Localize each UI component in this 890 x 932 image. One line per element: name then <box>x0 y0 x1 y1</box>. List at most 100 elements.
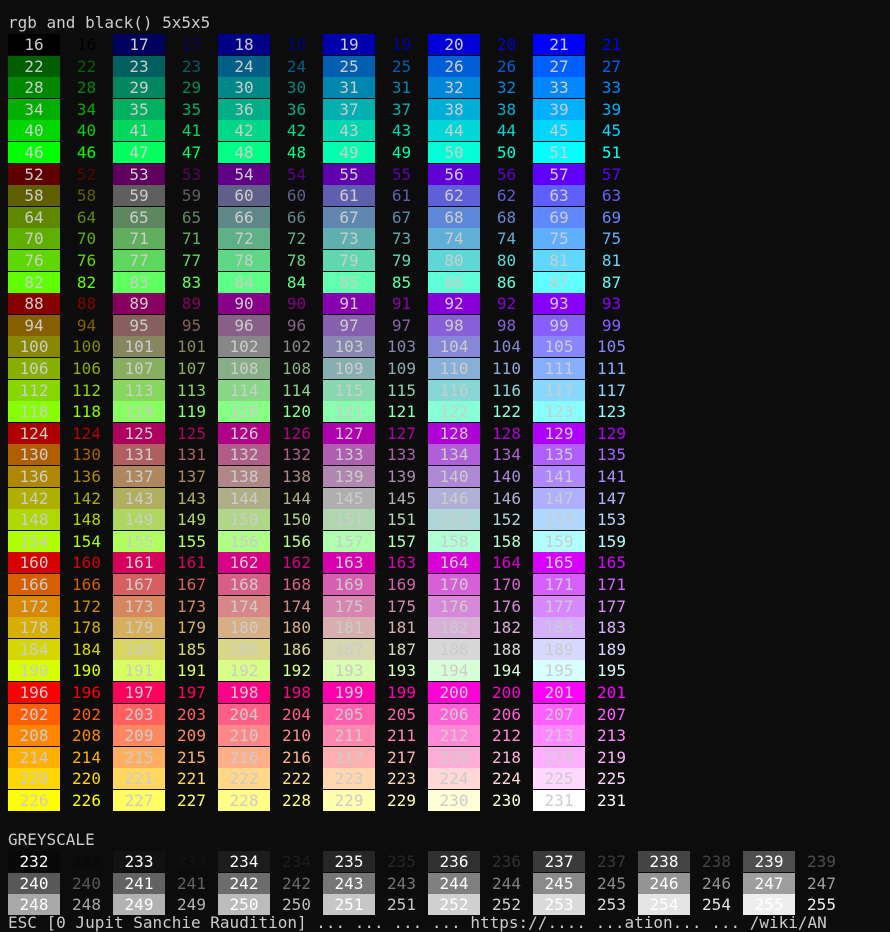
color-text-135: 135 <box>597 445 626 465</box>
color-swatch-150: 150 <box>218 509 270 531</box>
color-swatch-217: 217 <box>323 746 375 768</box>
color-text-134: 134 <box>492 445 521 465</box>
color-swatch-107: 107 <box>113 358 165 379</box>
color-swatch-216: 216 <box>218 746 270 768</box>
color-text-178: 178 <box>72 618 101 638</box>
color-swatch-212: 212 <box>428 725 480 747</box>
color-text-127: 127 <box>387 423 416 443</box>
color-swatch-131: 131 <box>113 444 165 466</box>
color-text-94: 94 <box>76 315 97 335</box>
color-swatch-26: 26 <box>428 55 480 77</box>
grey-swatch-248: 248 <box>8 894 60 916</box>
color-text-60: 60 <box>286 186 307 206</box>
color-text-34: 34 <box>76 99 97 119</box>
color-text-203: 203 <box>177 704 206 724</box>
color-text-205: 205 <box>387 704 416 724</box>
color-text-41: 41 <box>181 121 202 141</box>
color-text-142: 142 <box>72 488 101 508</box>
color-swatch-215: 215 <box>113 746 165 768</box>
color-text-190: 190 <box>72 661 101 681</box>
color-text-213: 213 <box>597 726 626 746</box>
color-text-67: 67 <box>391 207 412 227</box>
color-swatch-135: 135 <box>533 444 585 466</box>
color-text-186: 186 <box>282 639 311 659</box>
color-swatch-69: 69 <box>533 206 585 228</box>
color-swatch-96: 96 <box>218 314 270 336</box>
color-text-151: 151 <box>387 510 416 530</box>
grey-swatch-236: 236 <box>428 851 480 872</box>
grey-text-237: 237 <box>597 852 626 871</box>
color-swatch-225: 225 <box>533 768 585 790</box>
color-swatch-102: 102 <box>218 336 270 358</box>
color-text-27: 27 <box>601 56 622 76</box>
color-text-140: 140 <box>492 467 521 486</box>
color-text-180: 180 <box>282 618 311 638</box>
color-text-121: 121 <box>387 402 416 422</box>
color-text-31: 31 <box>391 78 412 98</box>
color-swatch-167: 167 <box>113 574 165 595</box>
color-text-42: 42 <box>286 121 307 141</box>
color-swatch-222: 222 <box>218 768 270 790</box>
color-text-33: 33 <box>601 78 622 98</box>
color-text-122: 122 <box>492 402 521 422</box>
color-text-47: 47 <box>181 143 202 162</box>
color-swatch-159: 159 <box>533 530 585 552</box>
color-swatch-192: 192 <box>218 660 270 682</box>
grey-swatch-252: 252 <box>428 894 480 916</box>
grey-swatch-251: 251 <box>323 894 375 916</box>
color-text-152: 152 <box>492 510 521 530</box>
color-swatch-121: 121 <box>323 401 375 423</box>
color-text-80: 80 <box>496 251 517 270</box>
color-swatch-230: 230 <box>428 790 480 811</box>
color-swatch-73: 73 <box>323 228 375 250</box>
color-swatch-214: 214 <box>8 746 60 768</box>
color-swatch-86: 86 <box>428 271 480 293</box>
color-swatch-113: 113 <box>113 379 165 401</box>
color-swatch-51: 51 <box>533 142 585 163</box>
color-swatch-219: 219 <box>533 746 585 768</box>
color-text-28: 28 <box>76 78 97 98</box>
color-swatch-187: 187 <box>323 638 375 660</box>
color-swatch-210: 210 <box>218 725 270 747</box>
color-swatch-93: 93 <box>533 293 585 315</box>
color-swatch-40: 40 <box>8 120 60 142</box>
color-swatch-170: 170 <box>428 574 480 595</box>
color-swatch-168: 168 <box>218 574 270 595</box>
color-swatch-87: 87 <box>533 271 585 293</box>
color-text-129: 129 <box>597 423 626 443</box>
color-text-77: 77 <box>181 251 202 270</box>
color-text-123: 123 <box>597 402 626 422</box>
color-text-184: 184 <box>72 639 101 659</box>
color-text-125: 125 <box>177 423 206 443</box>
grey-text-244: 244 <box>492 873 521 893</box>
color-swatch-80: 80 <box>428 250 480 271</box>
color-text-198: 198 <box>282 683 311 702</box>
color-swatch-194: 194 <box>428 660 480 682</box>
grey-text-233: 233 <box>177 852 206 871</box>
color-swatch-127: 127 <box>323 422 375 444</box>
grey-swatch-239: 239 <box>743 851 795 872</box>
color-text-173: 173 <box>177 596 206 616</box>
color-text-95: 95 <box>181 315 202 335</box>
color-text-197: 197 <box>177 683 206 702</box>
color-swatch-66: 66 <box>218 206 270 228</box>
grey-text-252: 252 <box>492 895 521 915</box>
color-swatch-95: 95 <box>113 314 165 336</box>
color-swatch-37: 37 <box>323 98 375 120</box>
grey-text-248: 248 <box>72 895 101 915</box>
color-text-112: 112 <box>72 380 101 400</box>
grey-text-243: 243 <box>387 873 416 893</box>
color-text-222: 222 <box>282 769 311 789</box>
color-swatch-103: 103 <box>323 336 375 358</box>
grey-text-249: 249 <box>177 895 206 915</box>
color-text-30: 30 <box>286 78 307 98</box>
color-text-148: 148 <box>72 510 101 530</box>
grey-text-254: 254 <box>702 895 731 915</box>
color-text-58: 58 <box>76 186 97 206</box>
grey-text-236: 236 <box>492 852 521 871</box>
color-text-49: 49 <box>391 143 412 162</box>
color-text-147: 147 <box>597 488 626 508</box>
color-swatch-75: 75 <box>533 228 585 250</box>
color-text-43: 43 <box>391 121 412 141</box>
color-text-73: 73 <box>391 229 412 249</box>
